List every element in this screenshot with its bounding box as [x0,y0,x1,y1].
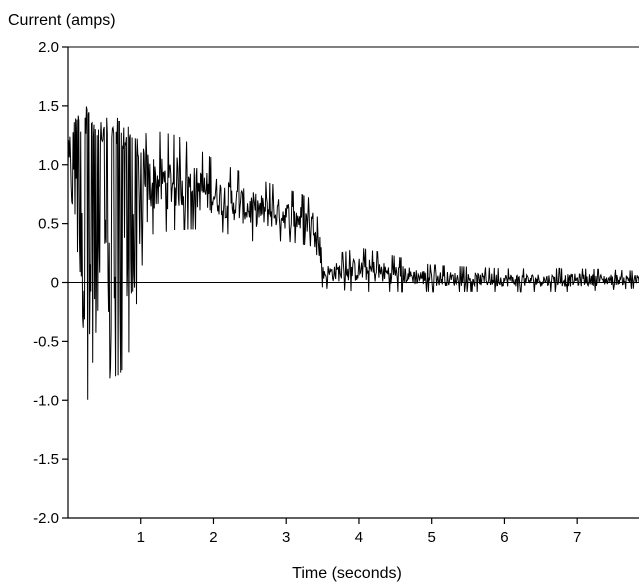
y-axis-title: Current (amps) [8,12,116,29]
x-tick-label: 1 [137,529,145,546]
ticks: 2.0 1.5 1.0 0.5 0 -0.5 -1.0 -1.5 -2.0 1 2 3 4 5 6 7 [33,39,581,546]
x-tick-label: 5 [428,529,436,546]
x-tick-label: 3 [282,529,290,546]
axes [67,46,639,519]
x-tick-label: 7 [573,529,581,546]
y-tick-label: -1.5 [33,451,59,468]
series-current [67,106,639,400]
current-trace-line [67,106,639,400]
x-tick-label: 4 [355,529,363,546]
y-tick-label: -2.0 [33,510,59,527]
y-tick-label: 0.5 [38,216,59,233]
y-tick-label: 1.0 [38,157,59,174]
x-tick-label: 6 [500,529,508,546]
y-tick-label: 1.5 [38,98,59,115]
y-tick-label: -1.0 [33,392,59,409]
x-tick-label: 2 [209,529,217,546]
x-axis-title: Time (seconds) [292,565,402,582]
y-tick-label: 2.0 [38,39,59,56]
y-tick-label: 0 [51,275,59,292]
y-tick-label: -0.5 [33,333,59,350]
